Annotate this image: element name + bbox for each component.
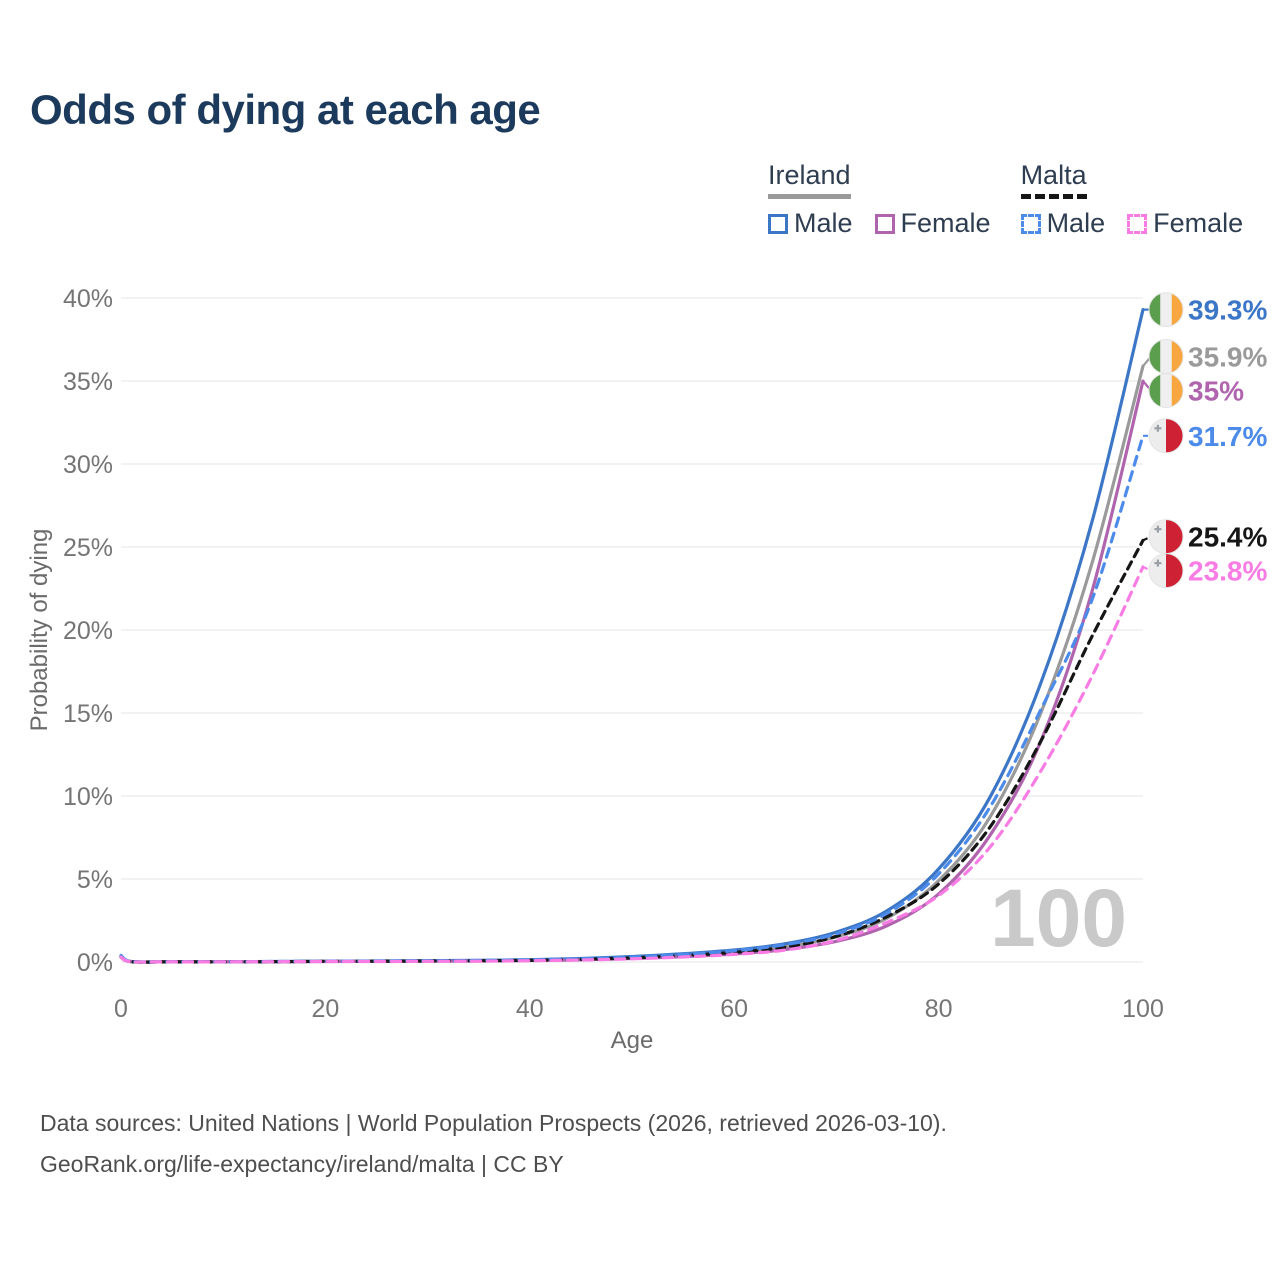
x-tick-20: 20 [311, 995, 339, 1023]
end-label-ireland-female: 35% [1188, 376, 1244, 407]
y-tick-35%: 35% [63, 368, 113, 396]
legend-label-malta-female: Female [1153, 208, 1244, 238]
legend-item-ireland-male[interactable]: Male [768, 208, 853, 239]
legend-group-malta: Malta Male Female [1020, 160, 1243, 239]
x-axis-title: Age [611, 1027, 654, 1054]
legend-country-ireland[interactable]: Ireland [768, 160, 851, 199]
malta-flag-icon [1148, 418, 1184, 454]
legend-items-ireland: Male Female [768, 208, 991, 239]
legend-label-malta-male: Male [1046, 208, 1106, 238]
ireland-female-swatch-icon [874, 213, 895, 234]
source-line-2: GeoRank.org/life-expectancy/ireland/malt… [40, 1151, 564, 1177]
end-label-malta-both-sexes: 25.4% [1188, 522, 1267, 553]
series-line-malta-female[interactable] [119, 565, 1145, 964]
series-line-ireland-male[interactable] [119, 308, 1145, 964]
legend-items-malta: Male Female [1020, 208, 1243, 239]
y-tick-20%: 20% [63, 617, 113, 645]
x-tick-100: 100 [1122, 995, 1164, 1023]
ireland-flag-icon [1148, 292, 1184, 328]
legend-group-ireland: Ireland Male Female [768, 160, 991, 239]
legend-item-malta-female[interactable]: Female [1127, 208, 1243, 239]
malta-female-swatch-icon [1127, 213, 1148, 234]
x-tick-40: 40 [516, 995, 544, 1023]
malta-male-swatch-icon [1020, 213, 1041, 234]
y-tick-5%: 5% [77, 866, 113, 894]
legend-country-malta-label: Malta [1020, 160, 1087, 190]
legend-item-ireland-female[interactable]: Female [874, 208, 991, 239]
x-tick-80: 80 [925, 995, 953, 1023]
x-tick-60: 60 [720, 995, 748, 1023]
end-label-ireland-both-sexes: 35.9% [1188, 342, 1267, 373]
legend-label-ireland-female: Female [900, 208, 991, 238]
source-line-1: Data sources: United Nations | World Pop… [40, 1110, 947, 1136]
source-note: Data sources: United Nations | World Pop… [40, 1103, 947, 1185]
legend-country-ireland-label: Ireland [768, 160, 851, 190]
end-label-malta-male: 31.7% [1188, 421, 1267, 452]
malta-flag-icon [1148, 553, 1184, 589]
age-watermark: 100 [990, 873, 1127, 964]
y-tick-40%: 40% [63, 285, 113, 313]
y-axis-title: Probability of dying [26, 529, 53, 732]
y-tick-10%: 10% [63, 783, 113, 811]
y-tick-30%: 30% [63, 451, 113, 479]
page-title: Odds of dying at each age [30, 86, 541, 133]
y-tick-0%: 0% [77, 949, 113, 977]
ireland-male-swatch-icon [768, 213, 788, 234]
y-tick-15%: 15% [63, 700, 113, 728]
ireland-flag-icon [1148, 373, 1184, 409]
ireland-flag-icon [1148, 339, 1184, 375]
end-label-malta-female: 23.8% [1188, 556, 1267, 587]
end-label-ireland-male: 39.3% [1188, 295, 1267, 326]
y-tick-25%: 25% [63, 534, 113, 562]
x-tick-0: 0 [114, 995, 128, 1023]
malta-dashed-line-sample [1020, 194, 1087, 199]
legend-label-ireland-male: Male [794, 208, 853, 238]
legend-country-malta[interactable]: Malta [1020, 160, 1087, 199]
ireland-solid-line-sample [768, 194, 851, 199]
malta-flag-icon [1148, 519, 1184, 555]
legend-item-malta-male[interactable]: Male [1020, 208, 1106, 239]
chart-legend: Ireland Male Female Malta [768, 160, 1243, 239]
